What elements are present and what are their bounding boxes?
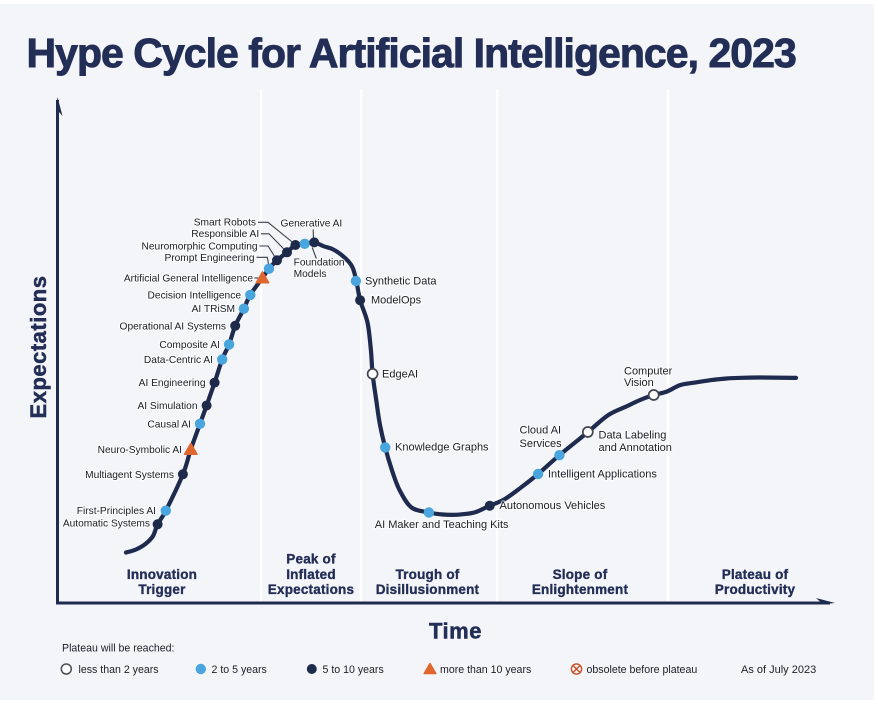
svg-text:Artificial General Intelligenc: Artificial General Intelligence (124, 274, 253, 285)
svg-text:and Annotation: and Annotation (599, 442, 672, 454)
svg-text:Trigger: Trigger (138, 582, 186, 597)
svg-text:Synthetic Data: Synthetic Data (365, 275, 437, 287)
svg-text:Prompt Engineering: Prompt Engineering (164, 253, 254, 264)
svg-text:Autonomous Vehicles: Autonomous Vehicles (500, 500, 606, 512)
svg-text:Expectations: Expectations (26, 276, 51, 419)
svg-text:Responsible AI: Responsible AI (191, 229, 259, 240)
svg-text:AI Simulation: AI Simulation (137, 401, 197, 412)
svg-text:Foundation: Foundation (294, 257, 345, 268)
svg-text:Services: Services (520, 438, 563, 450)
svg-text:Enlightenment: Enlightenment (532, 582, 629, 597)
svg-text:Composite AI: Composite AI (159, 340, 220, 351)
svg-text:Vision: Vision (624, 377, 654, 389)
svg-text:Peak of: Peak of (286, 552, 336, 567)
svg-text:Plateau will be reached:: Plateau will be reached: (62, 643, 174, 655)
svg-text:Data Labeling: Data Labeling (599, 430, 667, 442)
svg-text:Operational AI Systems: Operational AI Systems (120, 321, 226, 332)
svg-text:Neuromorphic Computing: Neuromorphic Computing (142, 241, 258, 252)
svg-text:Innovation: Innovation (127, 567, 197, 582)
svg-text:Productivity: Productivity (715, 582, 796, 597)
svg-text:Models: Models (294, 269, 327, 280)
svg-text:AI TRiSM: AI TRiSM (192, 304, 235, 315)
svg-text:Neuro-Symbolic AI: Neuro-Symbolic AI (98, 445, 182, 456)
svg-text:Computer: Computer (624, 366, 673, 378)
svg-text:Decision Intelligence: Decision Intelligence (148, 290, 242, 301)
svg-text:more than 10 years: more than 10 years (440, 664, 531, 676)
svg-text:2 to 5 years: 2 to 5 years (212, 664, 267, 676)
svg-text:Plateau of: Plateau of (722, 567, 789, 582)
svg-text:ModelOps: ModelOps (371, 295, 422, 307)
svg-text:Cloud AI: Cloud AI (520, 425, 562, 437)
svg-text:First-Principles AI: First-Principles AI (77, 506, 156, 517)
svg-text:Automatic Systems: Automatic Systems (63, 519, 150, 530)
svg-text:Causal AI: Causal AI (147, 419, 191, 430)
svg-text:Smart Robots: Smart Robots (194, 218, 256, 229)
svg-text:less than 2 years: less than 2 years (79, 664, 159, 676)
svg-text:Slope of: Slope of (553, 567, 608, 582)
svg-text:Intelligent Applications: Intelligent Applications (548, 469, 657, 481)
svg-text:5 to 10 years: 5 to 10 years (323, 664, 384, 676)
svg-text:As of July 2023: As of July 2023 (741, 664, 816, 676)
svg-text:AI Maker and Teaching Kits: AI Maker and Teaching Kits (375, 519, 509, 531)
svg-text:Inflated: Inflated (286, 567, 336, 582)
svg-text:Knowledge Graphs: Knowledge Graphs (395, 442, 489, 454)
svg-text:AI Engineering: AI Engineering (139, 378, 206, 389)
svg-text:EdgeAI: EdgeAI (382, 369, 418, 381)
svg-text:Data-Centric AI: Data-Centric AI (144, 355, 213, 366)
svg-text:Time: Time (429, 619, 482, 644)
svg-text:Hype Cycle for Artificial Inte: Hype Cycle for Artificial Intelligence, … (27, 30, 796, 76)
svg-text:Multiagent Systems: Multiagent Systems (85, 470, 174, 481)
svg-text:obsolete before plateau: obsolete before plateau (587, 664, 698, 676)
svg-text:Trough of: Trough of (395, 567, 459, 582)
svg-text:Expectations: Expectations (268, 582, 354, 597)
svg-text:Generative AI: Generative AI (281, 218, 343, 229)
svg-text:Disillusionment: Disillusionment (376, 582, 480, 597)
